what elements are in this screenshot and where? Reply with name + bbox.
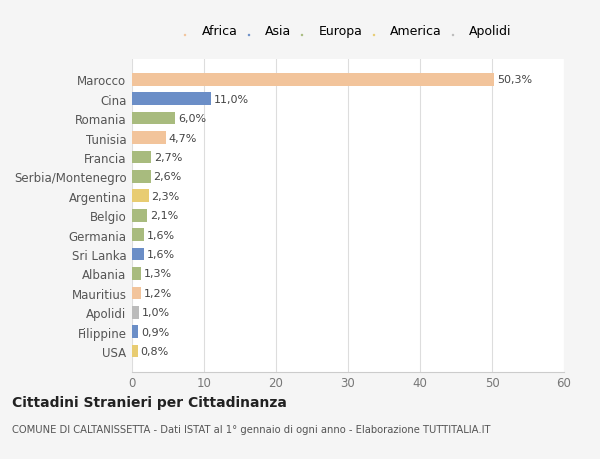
Bar — [132, 248, 143, 261]
Text: 2,3%: 2,3% — [151, 191, 179, 202]
Text: 2,1%: 2,1% — [150, 211, 178, 221]
Text: 1,6%: 1,6% — [146, 230, 175, 240]
Text: 1,2%: 1,2% — [143, 288, 172, 298]
Bar — [132, 93, 211, 106]
Bar — [132, 287, 140, 300]
Text: 11,0%: 11,0% — [214, 95, 249, 105]
Bar — [132, 306, 139, 319]
Bar — [132, 171, 151, 183]
Bar — [132, 345, 138, 358]
Text: 6,0%: 6,0% — [178, 114, 206, 124]
Text: Cittadini Stranieri per Cittadinanza: Cittadini Stranieri per Cittadinanza — [12, 395, 287, 409]
Text: 1,0%: 1,0% — [142, 308, 170, 318]
Text: 4,7%: 4,7% — [169, 133, 197, 143]
Legend: Africa, Asia, Europa, America, Apolidi: Africa, Asia, Europa, America, Apolidi — [182, 22, 514, 40]
Bar — [132, 112, 175, 125]
Bar — [132, 325, 139, 338]
Text: 2,7%: 2,7% — [154, 153, 182, 162]
Text: 50,3%: 50,3% — [497, 75, 532, 85]
Bar — [132, 268, 142, 280]
Bar — [132, 151, 151, 164]
Text: 2,6%: 2,6% — [154, 172, 182, 182]
Text: 0,8%: 0,8% — [140, 347, 169, 356]
Bar — [132, 190, 149, 203]
Text: 1,6%: 1,6% — [146, 250, 175, 259]
Bar — [132, 209, 147, 222]
Bar — [132, 74, 494, 86]
Bar — [132, 132, 166, 145]
Text: 1,3%: 1,3% — [144, 269, 172, 279]
Text: 0,9%: 0,9% — [142, 327, 170, 337]
Text: COMUNE DI CALTANISSETTA - Dati ISTAT al 1° gennaio di ogni anno - Elaborazione T: COMUNE DI CALTANISSETTA - Dati ISTAT al … — [12, 425, 491, 434]
Bar — [132, 229, 143, 241]
